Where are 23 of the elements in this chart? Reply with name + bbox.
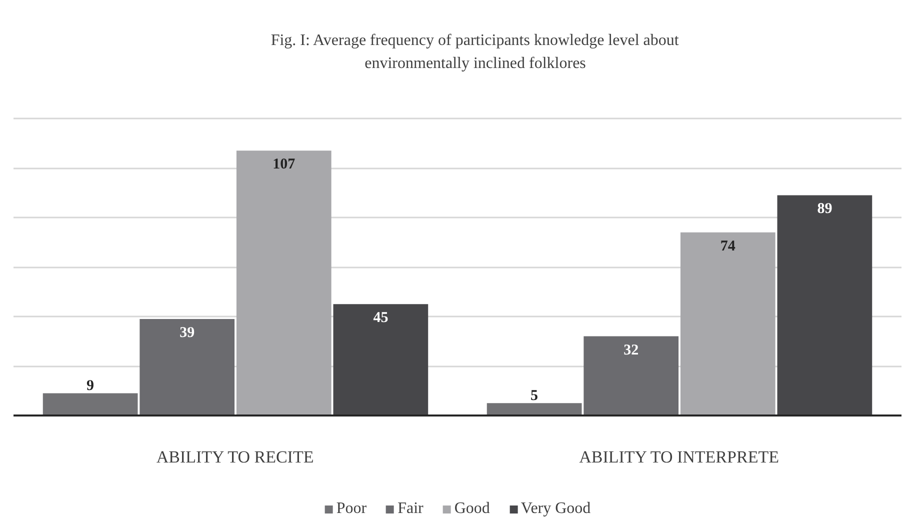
x-tick-label: ABILITY TO INTERPRETE xyxy=(579,448,779,466)
data-label: 5 xyxy=(530,388,538,404)
legend-label: Good xyxy=(454,500,490,518)
data-label: 45 xyxy=(373,310,388,326)
bar xyxy=(236,150,332,416)
bar xyxy=(333,304,428,416)
data-label: 74 xyxy=(720,238,736,254)
x-tick-label: ABILITY TO RECITE xyxy=(156,448,314,466)
data-label: 39 xyxy=(180,324,195,341)
data-label: 107 xyxy=(272,156,296,173)
bar xyxy=(140,318,235,416)
legend-label: Very Good xyxy=(520,500,591,518)
bar xyxy=(584,336,679,416)
data-label: 9 xyxy=(86,378,94,394)
data-label: 32 xyxy=(624,342,639,358)
bar xyxy=(486,403,582,416)
bar xyxy=(680,232,776,416)
chart-title: Fig. I: Average frequency of participants knowledge level about environmentally inclined folklores xyxy=(270,32,680,72)
legend-label: Poor xyxy=(336,500,367,518)
legend-label: Fair xyxy=(398,500,424,518)
bar xyxy=(42,393,138,416)
bar xyxy=(777,195,872,416)
data-label: 89 xyxy=(817,201,832,218)
